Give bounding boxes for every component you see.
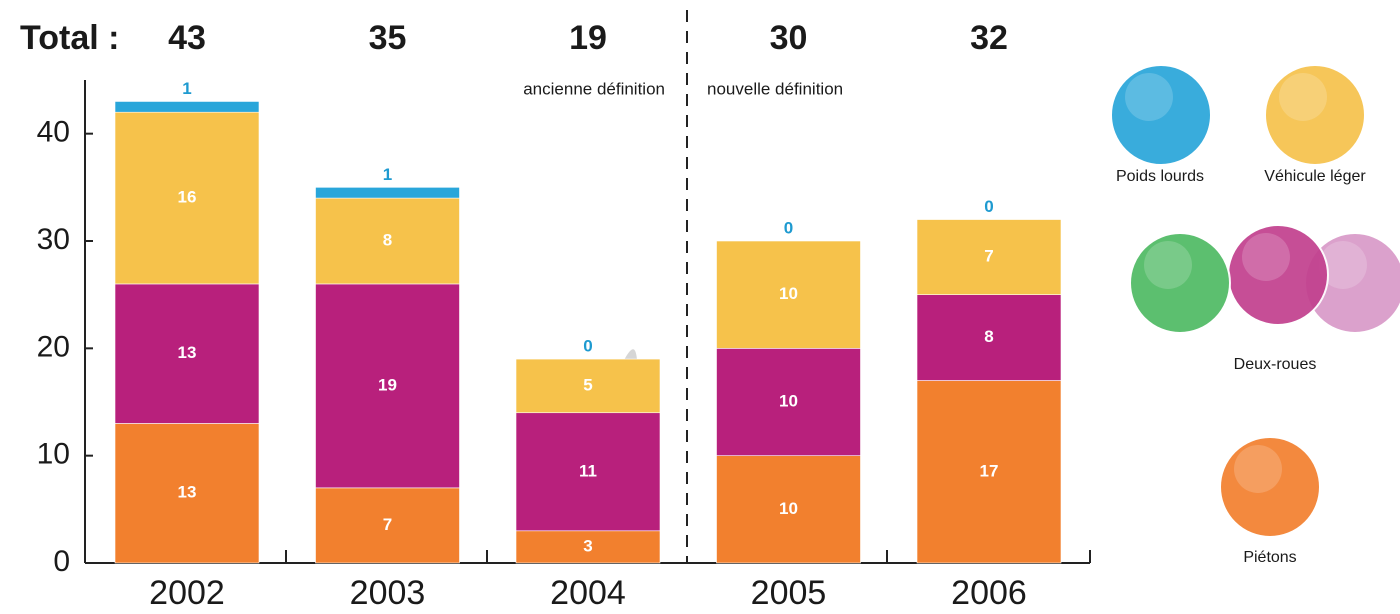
legend-icon-highlight [1319,241,1367,289]
legend-icon-highlight [1125,73,1173,121]
data-label: 7 [383,515,392,534]
annotation: ancienne définition [523,79,665,98]
legend-icon [1110,64,1212,166]
bar-segment [716,348,861,456]
y-tick-label: 0 [53,545,70,578]
data-label: 13 [178,483,197,502]
legend-icon [1264,64,1366,166]
annotation: nouvelle définition [707,79,843,98]
legend-icon-highlight [1279,73,1327,121]
total-value: 35 [369,19,407,57]
bar-segment [716,455,861,564]
data-label: 19 [378,375,397,394]
legend-icon [1219,436,1321,538]
data-label: 11 [579,461,597,480]
legend-icon-highlight [1242,233,1290,281]
bar-segment [114,101,260,113]
data-label: 16 [178,188,197,207]
data-label: 3 [583,536,592,555]
legend-icon [1129,232,1231,334]
legend-label: Piétons [1243,549,1296,566]
data-label: 0 [984,197,993,216]
x-tick-label: 2004 [550,574,626,612]
data-label: 10 [779,499,798,518]
bar-segment [315,283,460,489]
data-label: 13 [178,343,197,362]
bar-segment [114,111,260,285]
y-tick-label: 10 [37,438,70,471]
data-label: 0 [784,218,793,237]
x-tick-label: 2002 [149,574,225,612]
bar-segment [315,487,460,564]
totals-label: Total : [20,19,119,57]
data-label: 0 [583,337,592,356]
bar-segment [515,530,661,564]
legend-label: Deux-roues [1234,356,1317,373]
total-value: 19 [569,19,607,57]
total-value: 32 [970,19,1008,57]
x-separators [285,550,1091,563]
bar-segment [916,219,1062,295]
data-label: 8 [383,230,392,249]
data-label: 8 [984,327,993,346]
data-label: 1 [182,79,191,98]
y-tick-label: 40 [37,116,70,149]
total-value: 30 [770,19,808,57]
bar-segment [315,187,460,199]
bar-segment [315,197,460,285]
legend: Piétons Deux-roues Véhicule léger Poids lou… [1110,64,1400,566]
data-label: 10 [779,284,798,303]
x-tick-label: 2003 [350,574,426,612]
y-tick-label: 20 [37,330,70,363]
x-tick-label: 2005 [751,574,827,612]
legend-label: Véhicule léger [1264,168,1366,185]
bar-segment [515,358,661,414]
x-tick-label: 2006 [951,574,1027,612]
bar-segment [114,283,260,424]
data-label: 10 [779,391,798,410]
data-label: 5 [583,375,592,394]
legend-icon-highlight [1234,445,1282,493]
data-label: 7 [984,247,993,266]
bar-segment [515,412,661,532]
legend-label: Poids lourds [1116,168,1204,185]
y-tick-label: 30 [37,223,70,256]
data-label: 17 [980,461,999,480]
data-label: 1 [383,165,392,184]
bar-segment [716,240,861,349]
total-value: 43 [168,19,206,57]
bar-segment [916,380,1062,564]
bar-segment [916,294,1062,381]
legend-icon-highlight [1144,241,1192,289]
